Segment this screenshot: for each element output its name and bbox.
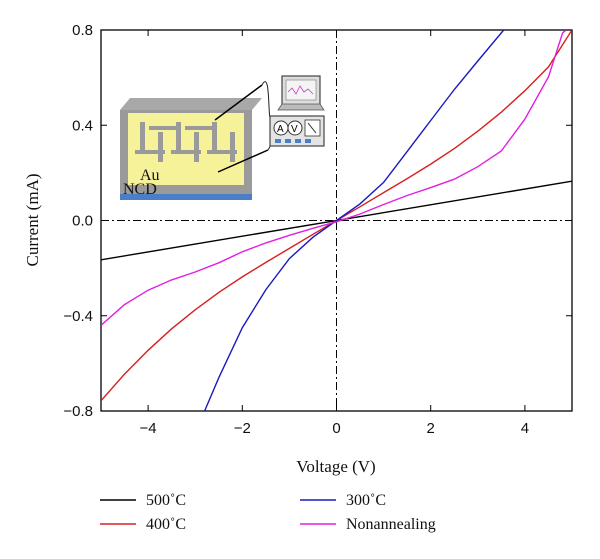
gold-electrode-pad [128,113,244,185]
x-tick-label: 2 [427,420,435,437]
x-tick-label: 0 [332,420,340,437]
y-tick-label: 0.8 [72,22,93,39]
substrate-bottom-layer [120,194,252,200]
y-tick-label: 0.0 [72,213,93,230]
ammeter-label: A [277,124,284,135]
x-tick-label: −2 [234,420,251,437]
monitor-screen [285,79,317,101]
legend-label-1: 400˚C [146,516,186,533]
computer-keyboard [277,103,325,111]
instrument-buttons [275,139,311,143]
series-layer [101,30,572,411]
voltmeter-dial [287,120,303,136]
voltmeter-label: V [291,124,298,135]
x-axis-title: Voltage (V) [296,457,375,476]
y-tick-label: 0.4 [72,117,93,134]
legend-label-3: Nonannealing [346,516,436,533]
legend-label-2: 300˚C [346,492,386,509]
tick-layer: −4 −2 0 2 4 −0.8 −0.4 0.0 0.4 0.8 [63,22,572,437]
probe-wire-1 [214,84,263,121]
series-line-2 [203,30,505,411]
legend-label-0: 500˚C [146,492,186,509]
x-tick-label: −4 [140,420,157,437]
x-tick-label: 4 [521,420,529,437]
substrate-label: NCD [123,181,157,198]
instrument-needle [307,122,317,134]
substrate-base [120,98,262,110]
interdigitated-gaps [135,122,237,162]
y-tick-label: −0.4 [63,308,93,325]
device-schematic-inset: Au NCD A V [120,75,325,200]
electrode-label: Au [140,167,160,184]
series-line-3 [101,30,568,326]
y-tick-label: −0.8 [63,403,93,420]
y-axis-title: Current (mA) [23,173,42,266]
legend: 500˚C 400˚C 300˚C Nonannealing [100,492,436,533]
monitor-trace [287,85,314,95]
probe-wire-2 [217,149,269,173]
